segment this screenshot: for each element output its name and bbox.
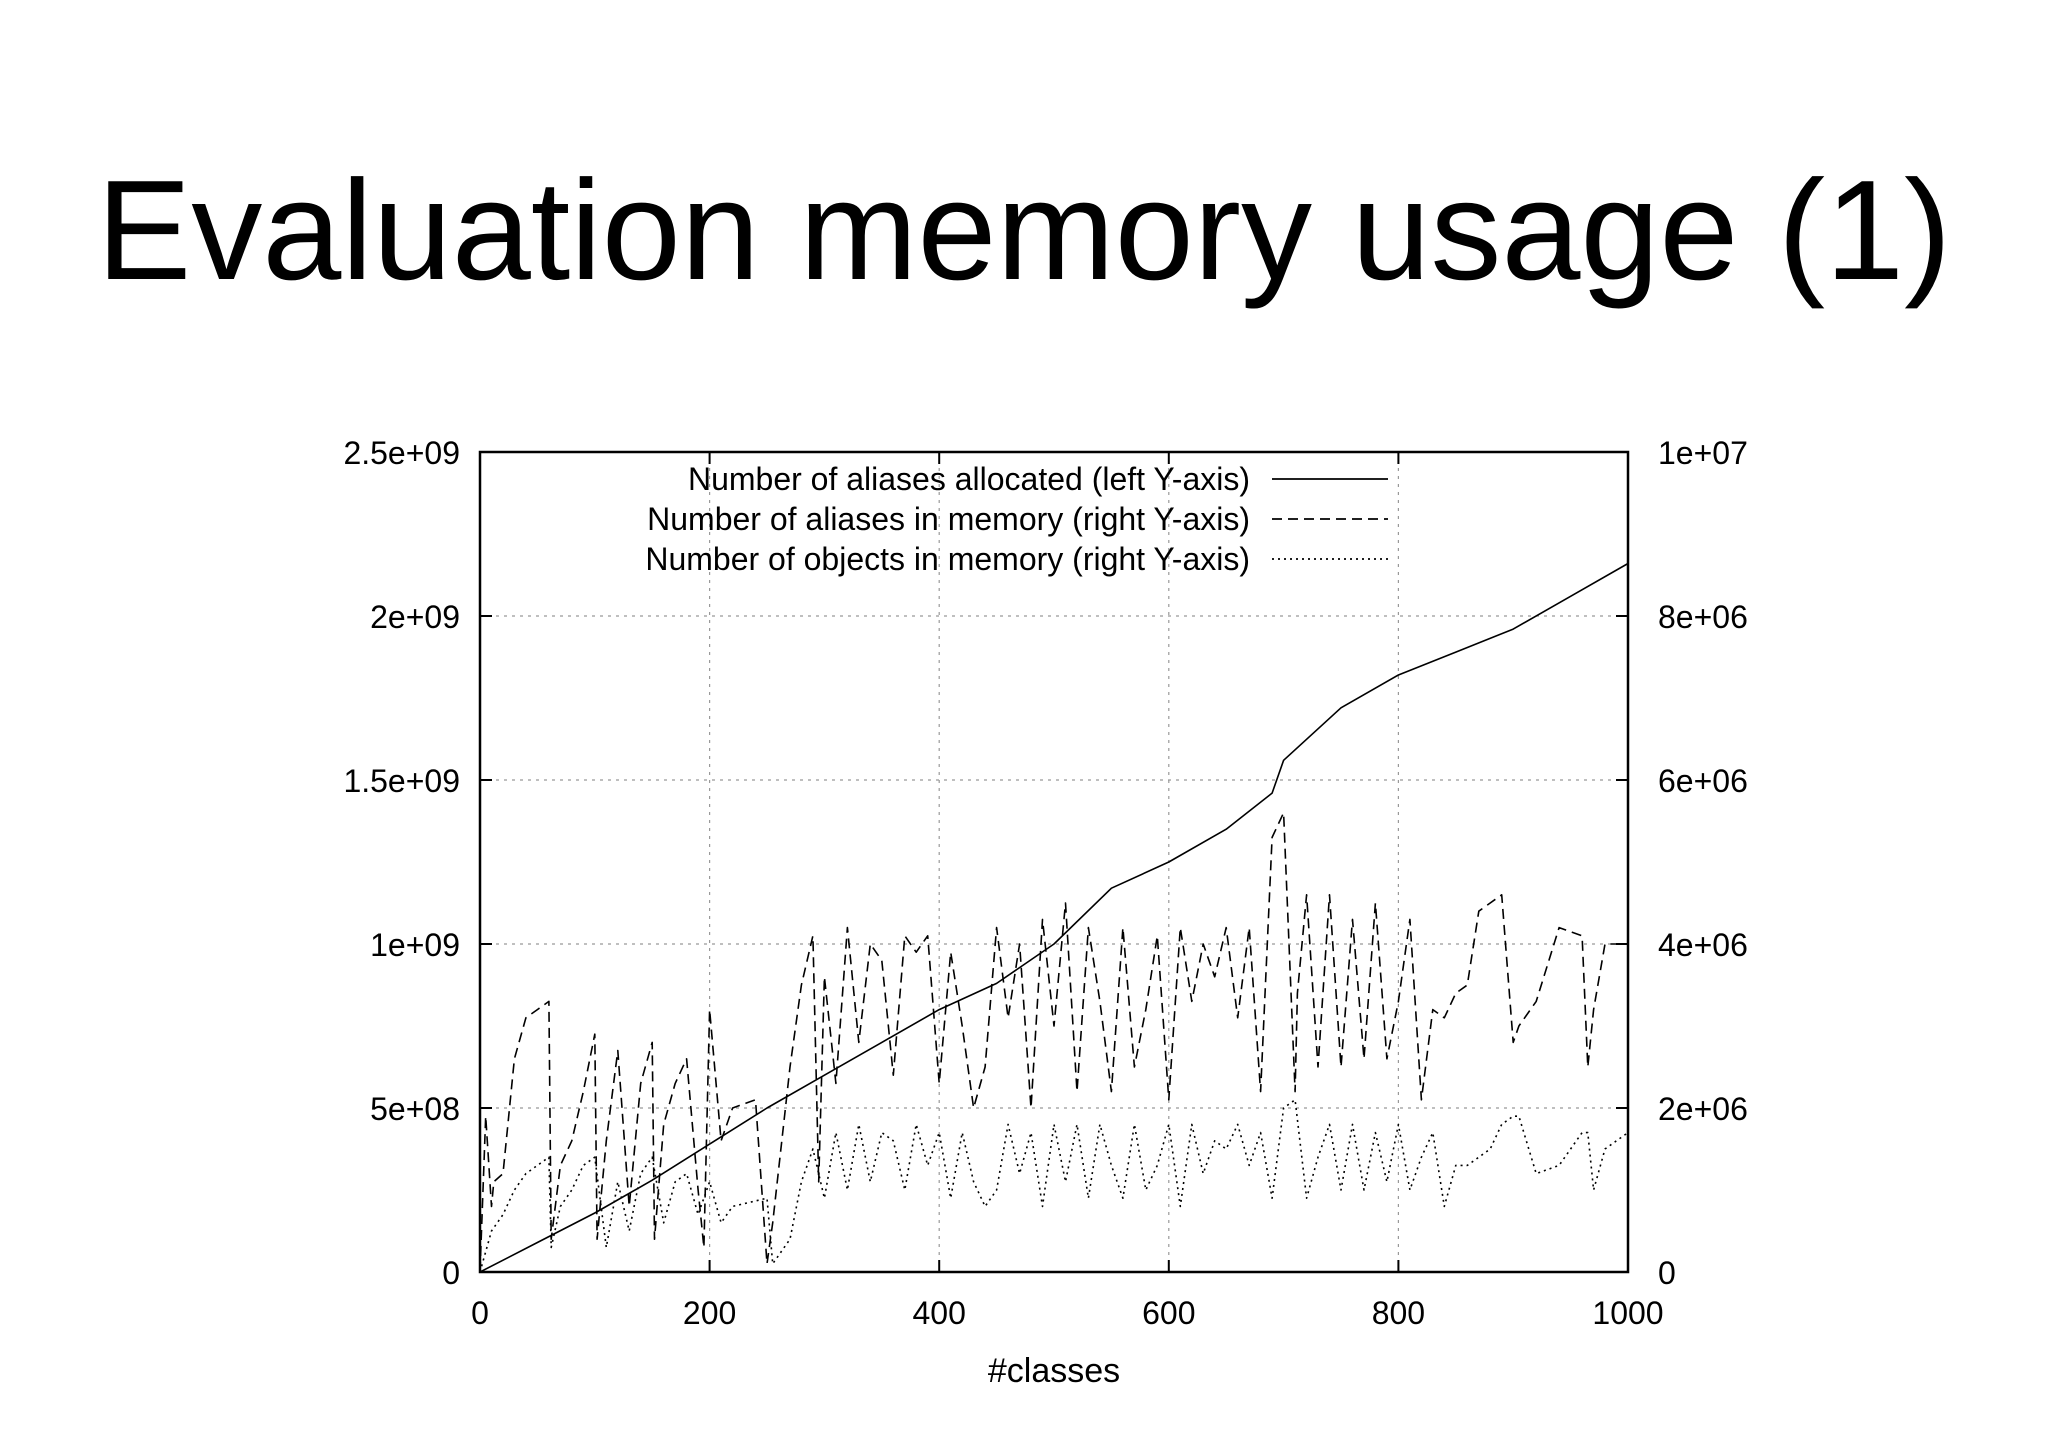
y-tick-label: 5e+08 (370, 1091, 460, 1127)
y-tick-label: 1e+09 (370, 927, 460, 963)
legend: Number of aliases allocated (left Y-axis… (645, 461, 1388, 577)
x-tick-label: 200 (683, 1295, 736, 1331)
y2-tick-label: 6e+06 (1658, 763, 1748, 799)
y2-tick-label: 2e+06 (1658, 1091, 1748, 1127)
x-tick-label: 600 (1142, 1295, 1195, 1331)
y2-tick-label: 0 (1658, 1255, 1676, 1291)
series-line-solid (479, 562, 1629, 1273)
y2-tick-label: 4e+06 (1658, 927, 1748, 963)
y-tick-label: 2e+09 (370, 599, 460, 635)
x-tick-label: 0 (471, 1295, 489, 1331)
legend-label: Number of aliases in memory (right Y-axi… (647, 501, 1250, 537)
y2-tick-label: 8e+06 (1658, 599, 1748, 635)
y-tick-label: 1.5e+09 (343, 763, 460, 799)
y-tick-label: 2.5e+09 (343, 435, 460, 471)
x-axis-label: #classes (988, 1352, 1120, 1390)
y2-tick-label: 1e+07 (1658, 435, 1748, 471)
series-line-dotted (479, 1099, 1629, 1273)
x-tick-label: 1000 (1592, 1295, 1663, 1331)
legend-label: Number of objects in memory (right Y-axi… (645, 541, 1250, 577)
y-tick-label: 0 (442, 1255, 460, 1291)
plot-frame (478, 450, 1630, 1274)
series-lines (479, 562, 1629, 1273)
series-line-dashed (479, 811, 1628, 1273)
slide-title: Evaluation memory usage (1) (96, 151, 1952, 310)
x-tick-label: 800 (1372, 1295, 1425, 1331)
legend-label: Number of aliases allocated (left Y-axis… (688, 461, 1250, 497)
x-tick-label: 400 (913, 1295, 966, 1331)
